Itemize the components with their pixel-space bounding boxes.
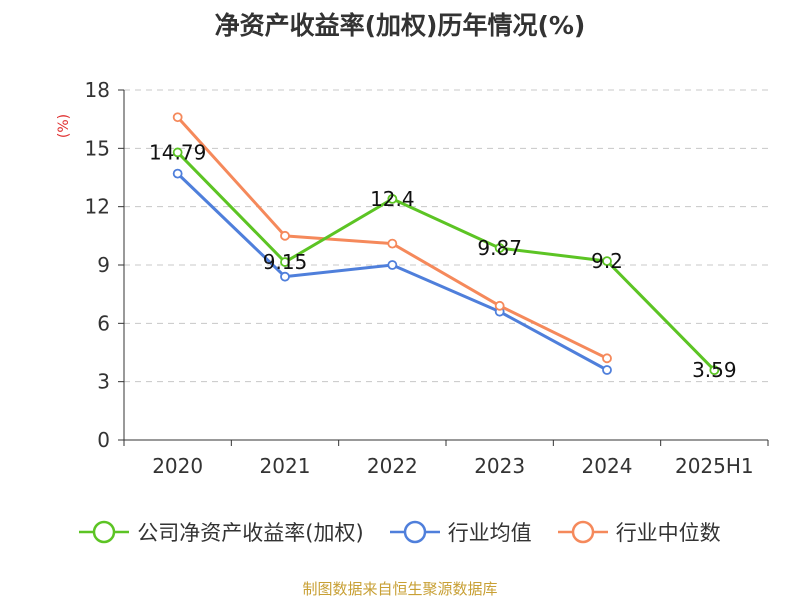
data-point <box>387 193 398 204</box>
gridlines <box>124 89 768 383</box>
y-tick-label: 15 <box>85 136 110 160</box>
chart-title: 净资产收益率(加权)历年情况(%) <box>214 11 586 40</box>
y-tick-label: 12 <box>85 195 110 219</box>
data-label: 14.79 <box>149 140 206 164</box>
data-point <box>709 365 720 376</box>
data-label: 12.4 <box>370 187 415 211</box>
data-point <box>387 260 398 270</box>
legend-item[interactable]: 行业均值 <box>389 517 532 547</box>
series-line <box>176 151 716 372</box>
data-point <box>172 168 183 179</box>
legend-label: 公司净资产收益率(加权) <box>137 521 364 545</box>
data-point <box>494 243 505 253</box>
data-point <box>387 238 398 249</box>
legend-marker-icon <box>557 520 608 544</box>
data-point <box>280 230 290 241</box>
data-point <box>602 353 612 364</box>
axes: 0 3 6 9 12 15 18 2020 2021 2022 2023 2024 2025H1 <box>85 78 769 478</box>
y-tick-label: 9 <box>97 253 110 277</box>
x-tick-label: 2025H1 <box>675 454 754 478</box>
y-tick-label: 0 <box>97 428 110 452</box>
data-point <box>602 365 612 375</box>
legend-label: 行业均值 <box>447 521 532 545</box>
data-label: 9.87 <box>477 236 522 260</box>
data-point <box>602 256 612 267</box>
legend-label: 行业中位数 <box>615 521 721 545</box>
data-point <box>280 271 290 282</box>
y-axis-label: (%) <box>56 114 72 138</box>
legend-item[interactable]: 公司净资产收益率(加权) <box>79 517 364 547</box>
x-tick-label: 2022 <box>367 454 418 478</box>
y-tick-label: 3 <box>97 370 110 394</box>
x-tick-label: 2024 <box>582 454 633 478</box>
data-point <box>494 300 505 311</box>
x-tick-label: 2020 <box>152 454 203 478</box>
data-label: 9.2 <box>591 249 623 273</box>
data-labels: 14.79 9.15 12.4 9.87 9.2 3.59 <box>149 140 737 382</box>
data-point <box>280 257 290 267</box>
data-point <box>172 112 183 123</box>
legend-item[interactable]: 行业中位数 <box>557 517 721 547</box>
series-lines <box>172 112 720 376</box>
data-label: 3.59 <box>692 358 737 382</box>
data-label: 9.15 <box>263 250 308 274</box>
x-tick-label: 2023 <box>474 454 525 478</box>
y-tick-label: 18 <box>85 78 110 102</box>
legend: 公司净资产收益率(加权) 行业均值 行业中位数 <box>0 517 800 547</box>
data-point <box>172 147 183 158</box>
series-line <box>176 116 608 360</box>
legend-marker-icon <box>79 520 130 544</box>
x-tick-label: 2021 <box>260 454 311 478</box>
y-tick-label: 6 <box>97 311 110 335</box>
legend-marker-icon <box>389 520 440 544</box>
source-note: 制图数据来自恒生聚源数据库 <box>302 580 498 598</box>
